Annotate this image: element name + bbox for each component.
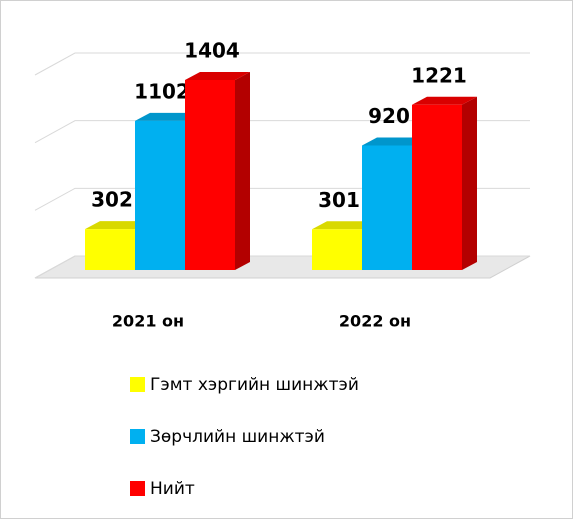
bar <box>185 71 250 270</box>
legend-swatch <box>130 377 145 392</box>
bar-top <box>135 112 200 121</box>
bar-front <box>412 104 462 271</box>
bar-front <box>185 79 235 270</box>
x-tick-label: 2021 он <box>112 312 184 331</box>
bar-top <box>185 71 250 80</box>
grid-line <box>34 120 530 144</box>
value-label: 1221 <box>411 63 467 87</box>
bar-top <box>362 137 427 146</box>
value-label: 920 <box>368 104 410 128</box>
legend-label: Зөрчлийн шинжтэй <box>150 427 325 447</box>
bar-front <box>135 120 185 270</box>
bar-front <box>85 229 135 270</box>
bar-top <box>85 221 150 230</box>
legend-swatch <box>130 481 145 496</box>
bar-top <box>312 221 377 230</box>
value-label: 302 <box>91 188 133 212</box>
legend-label: Нийт <box>150 479 195 499</box>
legend-swatch <box>130 429 145 444</box>
bar-front <box>362 145 412 270</box>
bar-top <box>412 96 477 105</box>
value-label: 1404 <box>184 38 240 62</box>
x-tick-label: 2022 он <box>339 312 411 331</box>
bar-front <box>312 229 362 270</box>
value-label: 1102 <box>134 79 190 103</box>
bar <box>412 96 477 271</box>
value-label: 301 <box>318 188 360 212</box>
legend-label: Гэмт хэргийн шинжтэй <box>150 375 359 395</box>
bar-side <box>462 96 477 271</box>
grid-line <box>34 52 530 76</box>
bar-side <box>235 71 250 270</box>
